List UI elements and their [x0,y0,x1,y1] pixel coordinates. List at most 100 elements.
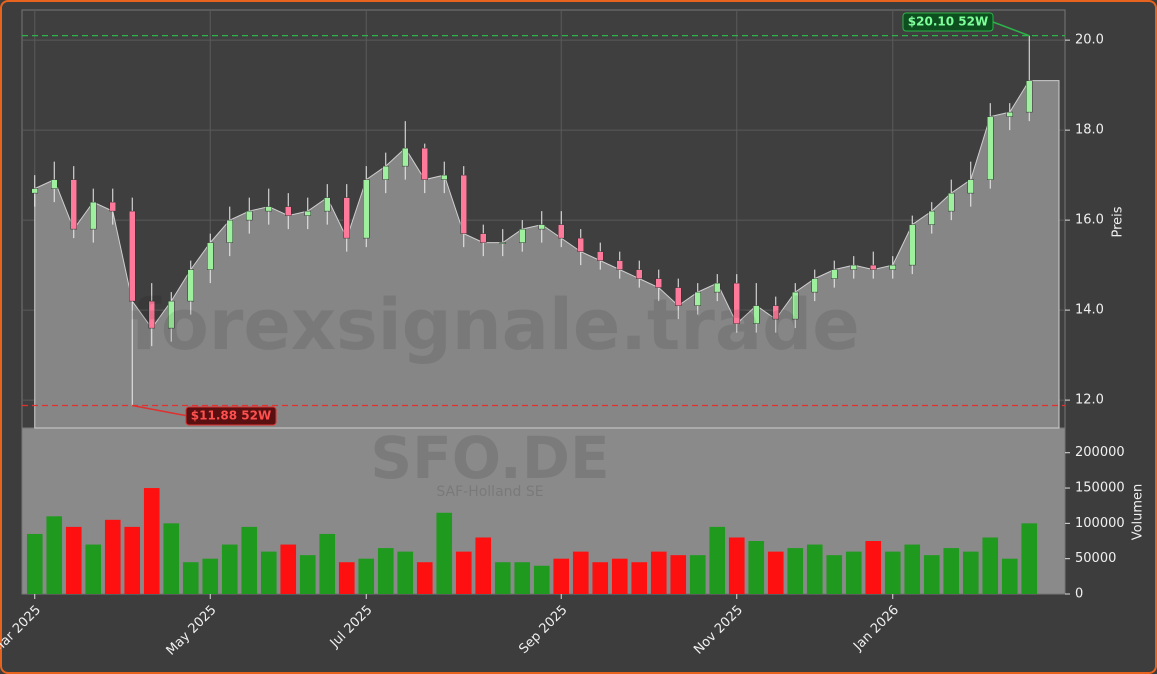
high_52w-arrow [992,21,1030,37]
marks: $20.10 52W $11.88 52W [22,12,1065,594]
volume-bar [748,541,765,594]
candle-body [421,147,428,180]
volume-bar [1021,523,1038,594]
candle-body [499,242,506,244]
volume-bar [65,526,82,594]
candle-body [207,242,214,270]
candle-body [246,210,253,221]
x-tick-label: Sep 2025 [516,603,570,657]
volume-bar [728,537,745,594]
volume-bar [533,565,550,594]
volume-bar [377,548,394,594]
volume-bar [572,551,589,594]
candle-body [31,188,38,194]
watermark: forexsignale.trade [130,284,859,366]
candle-body [948,192,955,212]
candle-body [519,228,526,243]
low_52w-arrow [132,404,189,417]
y2-tick-label: 100000 [1075,516,1125,531]
volume-bar [845,551,862,594]
y-tick-label: 12.0 [1075,393,1104,408]
volume-bar [1001,558,1018,594]
volume-bar [260,551,277,594]
volume-bar [787,548,804,594]
volume-bar [338,562,355,594]
volume-bar [611,558,628,594]
volume-bar [650,551,667,594]
candle-body [382,165,389,180]
y-tick-label: 20.0 [1075,33,1104,48]
chart-title: SFO.DE [370,424,609,492]
volume-bar [943,548,960,594]
candle-body [928,210,935,225]
candle-body [616,260,623,270]
y-tick-label: 18.0 [1075,123,1104,138]
volume-bar [865,541,882,594]
volume-bar [884,551,901,594]
x-tick-label: Jul 2025 [327,603,376,652]
candle-body [577,237,584,252]
candle-body [694,291,701,306]
candle-body [870,264,877,270]
candle-body [265,206,272,212]
y2-tick-label: 0 [1075,587,1083,602]
volume-bar [163,523,180,594]
chart-subtitle: SAF-Holland SE [436,484,543,500]
volume-bar [358,558,375,594]
volume-bar [124,526,141,594]
volume-bar [806,544,823,594]
volume-bar [143,488,160,594]
candle-body [967,179,974,194]
volume-bar [455,551,472,594]
candle-body [70,179,77,230]
candle-body [168,300,175,329]
candle-body [90,201,97,230]
candle-body [226,219,233,243]
volume-bar [689,555,706,594]
y2-tick-label: 150000 [1075,481,1125,496]
y-tick-label: 16.0 [1075,213,1104,228]
low_52w-label-box [185,406,277,426]
candle-body [363,179,370,239]
y-axis-label: Preis [1111,206,1126,237]
volume-bar [514,562,531,594]
volume-bar [202,558,219,594]
candle-body [285,206,292,216]
x-tick-label: Jan 2026 [850,603,902,655]
volume-bar [26,533,43,594]
volume-bar [670,555,687,594]
candle-body [1026,80,1033,113]
candle-body [772,305,779,320]
candle-body [402,147,409,167]
volume-bar [982,537,999,594]
volume-bar [962,551,979,594]
high_52w-label-box [902,12,994,32]
candle-body [109,201,116,212]
candle-body [889,264,896,270]
volume-bar [416,562,433,594]
volume-bar [923,555,940,594]
candle-body [324,197,331,212]
volume-bar [767,551,784,594]
candle-body [1006,111,1013,117]
candle-body [792,291,799,320]
volume-bar [46,516,63,594]
candle-body [441,174,448,180]
high_52w-label: $20.10 52W [908,15,988,29]
candle-body [753,305,760,324]
x-tick-label: Nov 2025 [691,603,746,658]
volume-bar [397,551,414,594]
y2-tick-label: 200000 [1075,445,1125,460]
candle-body [636,269,643,279]
candle-body [675,287,682,306]
candle-body [811,278,818,293]
volume-bar [319,533,336,594]
candle-body [597,251,604,261]
x-tick-label: Mar 2025 [0,603,44,657]
candle-body [148,300,155,329]
volume-bar [241,526,258,594]
volume-bar [299,555,316,594]
y2-axis-label: Volumen [1131,484,1146,541]
x-tick-label: May 2025 [164,603,220,659]
